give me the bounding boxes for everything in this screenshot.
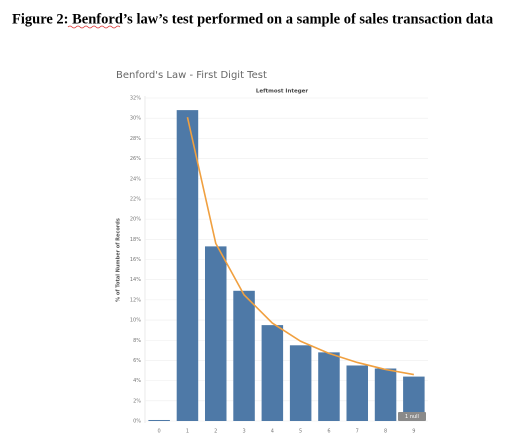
- bar: [318, 352, 340, 421]
- y-tick-label: 0%: [133, 419, 141, 425]
- y-tick-label: 16%: [130, 257, 141, 263]
- y-tick-label: 30%: [130, 116, 141, 122]
- y-tick-label: 14%: [130, 277, 141, 283]
- bar: [374, 368, 397, 421]
- y-tick-label: 6%: [133, 358, 141, 364]
- x-tick-label: 7: [356, 429, 359, 435]
- figure-caption: Figure 2: Benford’s law’s test performed…: [12, 11, 494, 27]
- bar: [204, 246, 227, 421]
- y-tick-label: 32%: [130, 96, 141, 102]
- y-tick-label: 28%: [130, 136, 141, 142]
- x-tick-label: 6: [327, 429, 330, 435]
- y-tick-label: 8%: [133, 338, 141, 344]
- y-axis-label: % of Total Number of Records: [116, 218, 122, 302]
- y-tick-label: 10%: [130, 318, 141, 324]
- bar: [261, 325, 284, 421]
- column-header: Leftmost Integer: [256, 89, 309, 95]
- bar: [403, 376, 425, 421]
- null-badge: 1 null: [405, 414, 419, 420]
- x-tick-label: 0: [158, 429, 161, 435]
- spell-underline: [67, 25, 121, 29]
- x-tick-label: 5: [299, 429, 302, 435]
- x-tick-label: 1: [186, 429, 189, 435]
- x-tick-label: 8: [384, 429, 387, 435]
- y-tick-label: 20%: [130, 217, 141, 223]
- x-tick-label: 4: [271, 429, 274, 435]
- bar: [148, 419, 170, 421]
- line: [186, 117, 414, 376]
- y-tick-label: 2%: [133, 398, 141, 404]
- x-tick-label: 9: [412, 429, 415, 435]
- y-tick-label: 26%: [130, 156, 141, 162]
- x-tick-label: 3: [242, 429, 245, 435]
- y-tick-label: 18%: [130, 237, 141, 243]
- y-tick-label: 22%: [130, 196, 141, 202]
- y-tick-label: 4%: [133, 378, 141, 384]
- null-badge-bg: [398, 412, 426, 421]
- x-tick-label: 2: [214, 429, 217, 435]
- chart-title: Benford's Law - First Digit Test: [116, 70, 267, 81]
- y-tick-label: 24%: [130, 176, 141, 182]
- bar: [233, 290, 255, 421]
- bar: [289, 345, 312, 421]
- bar: [176, 110, 199, 422]
- y-tick-label: 12%: [130, 297, 141, 303]
- bar: [346, 365, 369, 421]
